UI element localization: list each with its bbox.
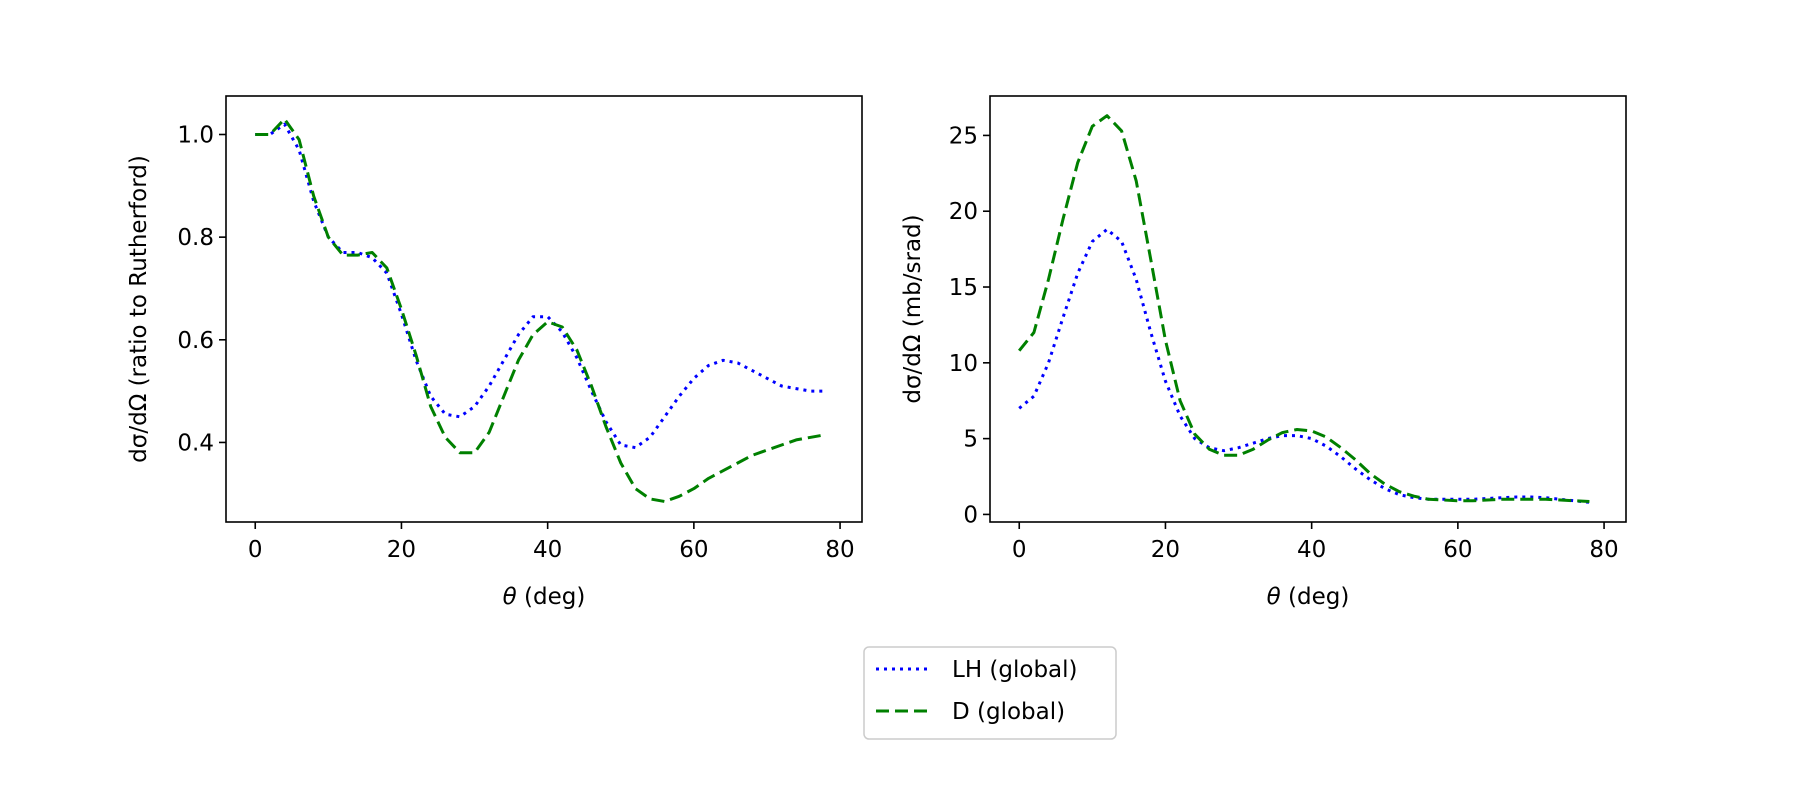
plot-frame — [989, 95, 1627, 523]
x-tick-label: 60 — [1443, 537, 1472, 563]
x-axis-label: θ (deg) — [503, 584, 586, 610]
y-tick-label: 0.8 — [177, 225, 214, 251]
plot-frame — [225, 95, 863, 523]
series-line-d — [255, 117, 826, 503]
x-tick-label: 40 — [533, 537, 562, 563]
series-line-lh — [255, 122, 826, 450]
x-tick-label: 20 — [1151, 537, 1180, 563]
y-tick-label: 0 — [963, 502, 978, 528]
x-tick-label: 80 — [825, 537, 854, 563]
legend: LH (global) D (global) — [863, 646, 1117, 740]
x-tick-label: 80 — [1589, 537, 1618, 563]
y-tick-label: 10 — [949, 351, 978, 377]
x-tick-label: 20 — [387, 537, 416, 563]
y-axis-label: dσ/dΩ (mb/srad) — [900, 214, 926, 403]
y-tick-label: 5 — [963, 427, 978, 453]
y-tick-label: 25 — [949, 123, 978, 149]
y-axis-label: dσ/dΩ (ratio to Rutherford) — [126, 155, 152, 463]
legend-label-d: D (global) — [952, 699, 1065, 725]
x-axis-label: θ (deg) — [1267, 584, 1350, 610]
y-tick-label: 0.6 — [177, 328, 214, 354]
right-panel: 0 20 40 60 80 0 5 10 15 20 25 θ (deg) dσ/dΩ (mb/srad… — [900, 95, 1627, 610]
series-line-lh — [1018, 227, 1590, 504]
left-panel: 0 20 40 60 80 0.4 0.6 0.8 1.0 θ (deg) dσ/dΩ (ratio… — [126, 95, 863, 610]
y-tick-label: 1.0 — [177, 122, 214, 148]
x-tick-label: 0 — [1012, 537, 1027, 563]
y-tick-label: 15 — [949, 275, 978, 301]
x-tick-label: 0 — [248, 537, 263, 563]
x-tick-label: 60 — [679, 537, 708, 563]
y-tick-label: 20 — [949, 199, 978, 225]
series-line-d — [1018, 114, 1590, 503]
legend-label-lh: LH (global) — [952, 657, 1078, 683]
x-tick-label: 40 — [1297, 537, 1326, 563]
y-tick-label: 0.4 — [177, 430, 214, 456]
